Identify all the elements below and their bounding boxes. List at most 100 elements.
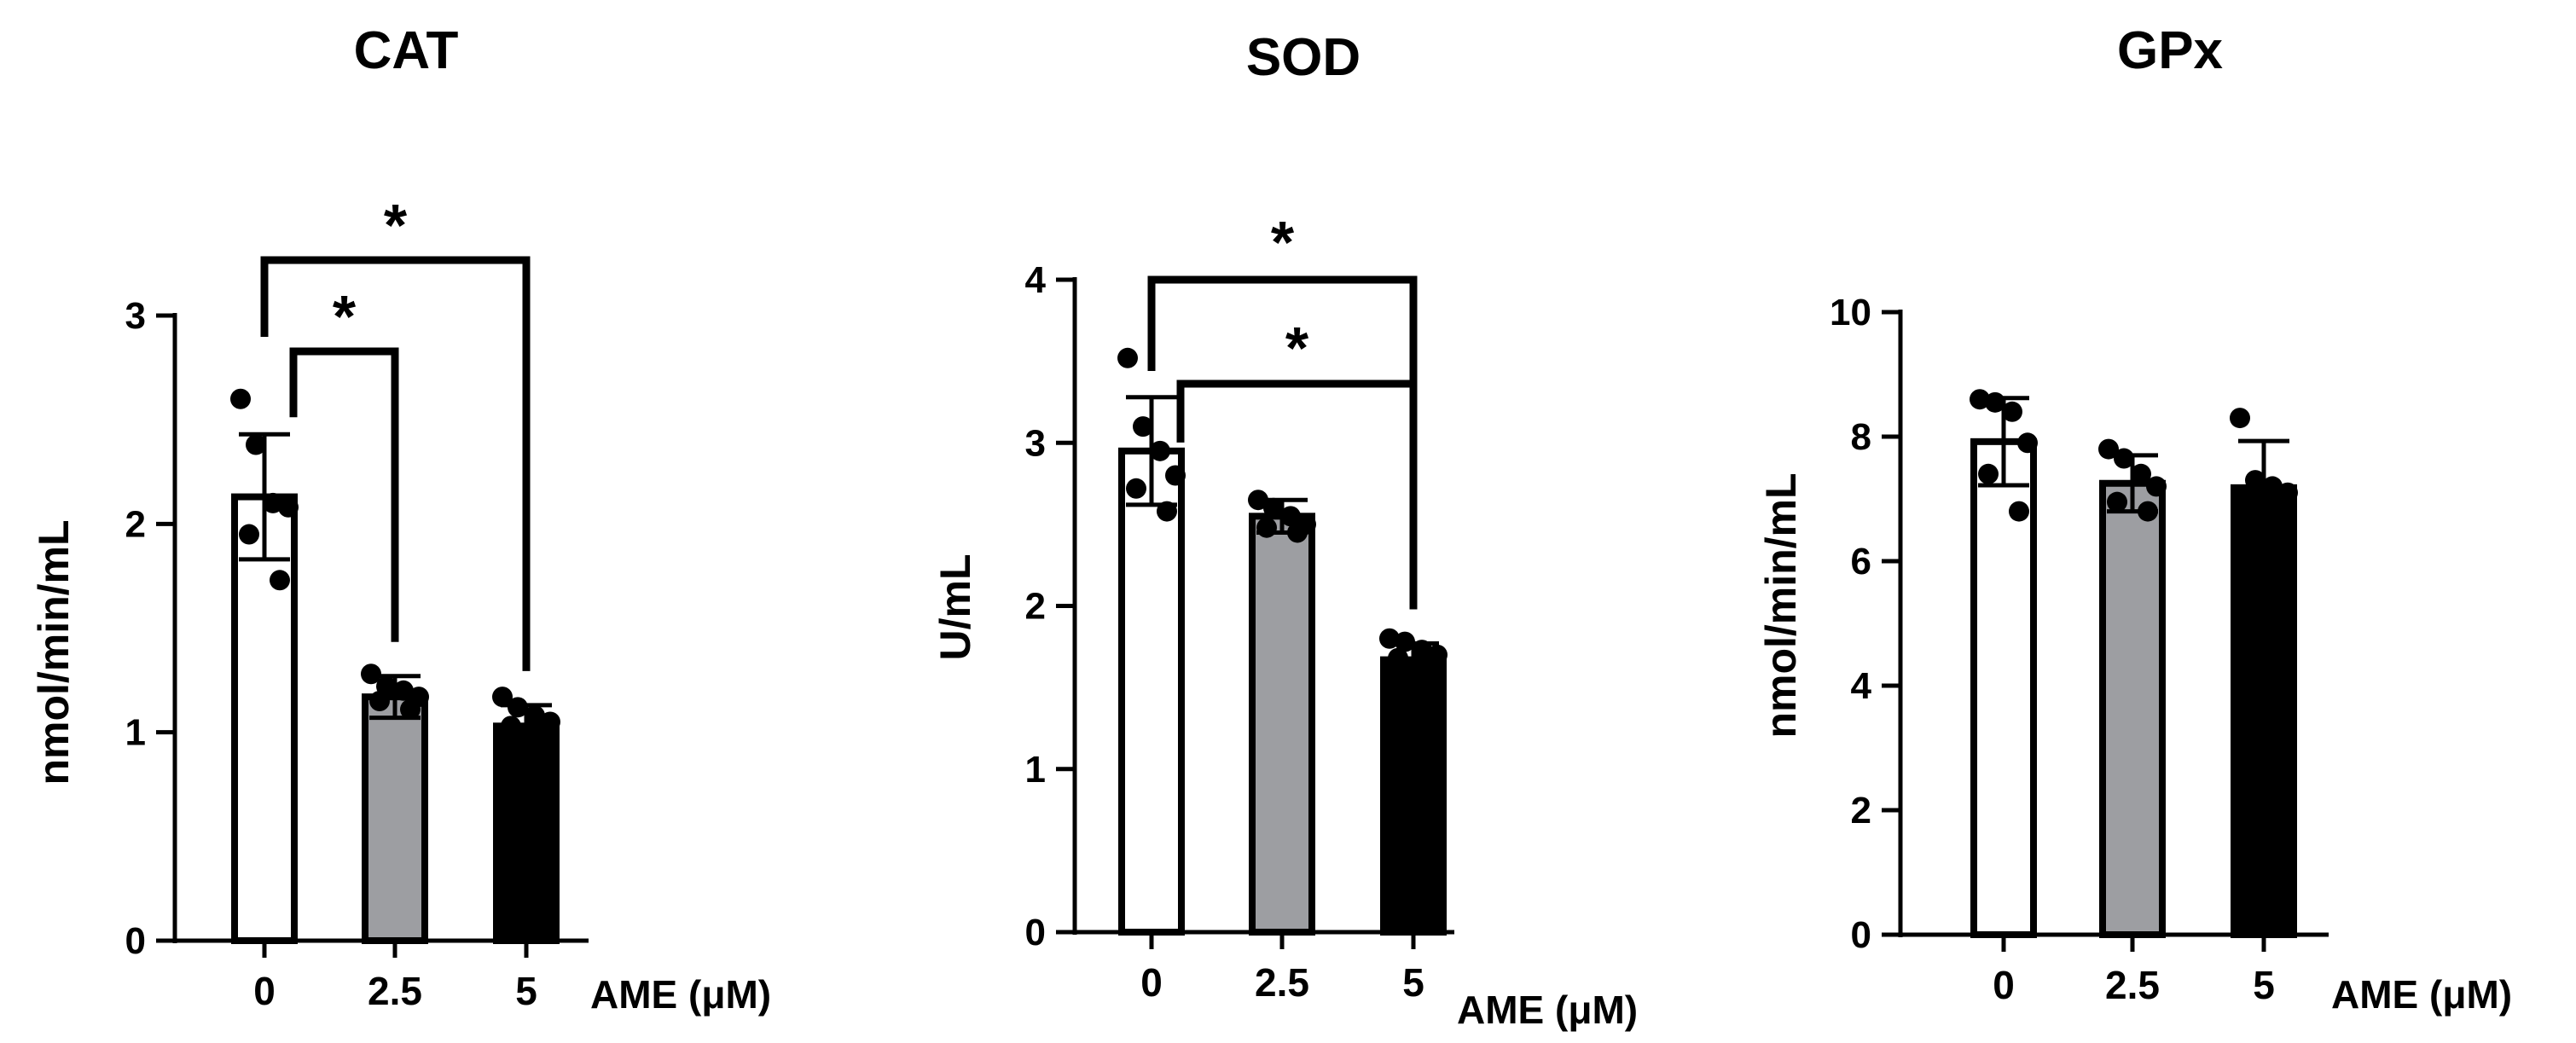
significance-star: * [1285,315,1309,381]
data-point [2009,501,2029,522]
data-point [1427,644,1448,665]
y-tick-label: 3 [125,295,146,337]
bar-5 [2231,484,2297,938]
data-point [1117,347,1138,368]
x-axis-title: AME (μM) [1457,988,1638,1032]
data-point [2269,489,2289,509]
y-tick-label: 2 [1025,586,1046,628]
significance-star: * [333,283,357,350]
chart-cat: CAT nmol/min/mL 0 1 2 3 0 2.5 5 * * AME (μM) [30,21,771,1017]
significance-bracket [1147,275,1418,610]
data-point [1395,631,1415,652]
x-axis-title: AME (μM) [590,972,771,1017]
data-point [393,680,414,701]
data-point [2107,491,2127,513]
data-point [1419,661,1439,681]
y-tick-label: 8 [1851,416,1871,458]
x-tick-label: 0 [1140,960,1163,1005]
data-point [1256,517,1277,538]
x-tick-label: 2.5 [2105,963,2160,1007]
data-point [2238,485,2259,507]
x-tick-label: 5 [1402,960,1424,1005]
data-point [1970,389,1990,410]
data-point [1379,628,1400,649]
bar-0 [231,493,298,944]
bar-2-5 [362,693,428,944]
x-tick-label: 5 [2253,963,2275,1007]
chart-title: SOD [1246,28,1361,87]
x-tick-label: 5 [515,969,537,1013]
data-point [508,697,528,718]
bar-2-5 [1249,513,1315,936]
y-tick-label: 2 [125,503,146,545]
data-point [1165,465,1186,486]
data-point [1133,416,1153,437]
data-point [1248,490,1268,511]
data-point [400,698,421,720]
significance-star: * [384,192,408,258]
y-tick-label: 1 [1025,749,1046,791]
x-axis-title: AME (μM) [2331,972,2512,1017]
data-point [531,721,552,743]
data-point [1150,440,1170,461]
y-tick-label: 1 [125,712,146,754]
data-point [2138,501,2158,522]
plot-area: 0 2 4 6 8 10 0 2.5 5 [1830,292,2329,1007]
y-tick-label: 10 [1830,292,1871,333]
data-point [270,570,290,591]
bar-2-5 [2099,479,2166,938]
y-tick-label: 3 [1025,422,1046,464]
data-point [2146,476,2167,497]
data-point [230,388,251,409]
y-tick-label: 4 [1851,665,1872,707]
data-point [369,691,390,712]
data-point [1412,640,1432,661]
data-point [2131,463,2151,484]
y-tick-label: 2 [1851,790,1871,832]
x-tick-label: 0 [253,969,276,1013]
data-point [1388,647,1408,669]
y-axis-label: U/mL [931,554,979,661]
data-point [1157,501,1177,522]
chart-sod: SOD U/mL 0 1 2 3 4 0 2.5 5 * * AME (μM) [931,28,1638,1032]
y-axis-label: nmol/min/mL [1757,472,1805,738]
data-point [2002,401,2022,422]
plot-area: 0 1 2 3 0 2.5 5 * * [125,192,589,1013]
significance-bracket [289,347,399,642]
data-point [2017,432,2038,454]
data-point [278,496,299,518]
data-point [2245,470,2266,491]
significance-bracket [260,256,531,671]
chart-title: CAT [354,21,459,80]
bar-5 [493,722,560,944]
data-point [246,434,266,455]
y-axis-label: nmol/min/mL [30,519,78,785]
data-point [525,705,545,727]
data-point [1287,522,1308,543]
chart-gpx: GPx nmol/min/mL 0 2 4 6 8 10 0 2.5 5 AME (μM) [1757,21,2512,1017]
y-tick-label: 0 [125,920,146,962]
y-tick-label: 6 [1851,541,1871,582]
significance-star: * [1271,209,1295,275]
data-point [1985,391,2005,413]
plot-area: 0 1 2 3 4 0 2.5 5 * * [1025,209,1454,1005]
data-point [1263,497,1284,519]
data-point [1978,463,1999,484]
y-tick-label: 0 [1025,912,1046,953]
data-point [492,687,513,708]
data-point [1280,506,1301,527]
x-tick-label: 2.5 [1255,960,1309,1005]
chart-title: GPx [2117,21,2224,80]
data-point [2230,408,2250,429]
bar-5 [1380,656,1447,936]
data-point [263,492,283,513]
data-point [239,524,259,545]
y-tick-label: 0 [1851,914,1871,956]
y-tick-label: 4 [1025,259,1047,301]
data-point [1126,478,1146,499]
data-point [501,716,521,737]
x-tick-label: 2.5 [368,969,422,1013]
data-point [361,663,381,685]
data-point [2114,448,2134,469]
